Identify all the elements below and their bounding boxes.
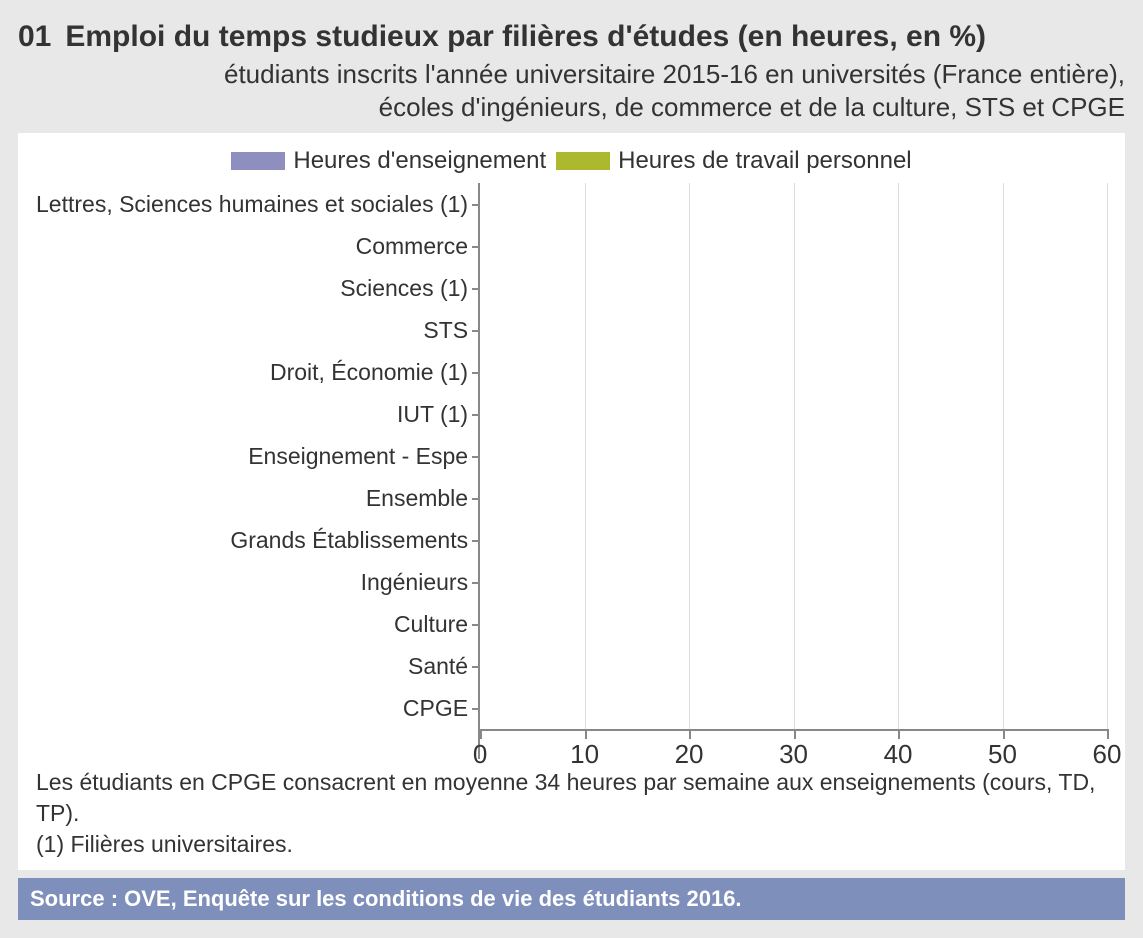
page: 01 Emploi du temps studieux par filières…: [0, 0, 1143, 920]
bar-row: [480, 483, 484, 513]
y-axis-label: Enseignement - Espe: [36, 435, 468, 477]
y-axis-label: Grands Établissements: [36, 519, 468, 561]
bar-segment-personal: [482, 231, 484, 261]
gridline: [794, 183, 795, 729]
gridline: [689, 183, 690, 729]
y-tick-mark: [472, 330, 480, 332]
y-axis-labels: Lettres, Sciences humaines et sociales (…: [36, 183, 468, 759]
y-tick-mark: [472, 498, 480, 500]
x-tick-mark: [689, 729, 691, 739]
legend-swatch: [231, 152, 285, 170]
bar-segment-personal: [482, 651, 484, 681]
gridline: [585, 183, 586, 729]
bar-segment-personal: [482, 609, 484, 639]
bar-row: [480, 231, 484, 261]
legend-label: Heures d'enseignement: [293, 147, 546, 175]
title-row: 01 Emploi du temps studieux par filières…: [18, 20, 1125, 54]
y-axis-label: Santé: [36, 645, 468, 687]
chart-card: Heures d'enseignement Heures de travail p…: [18, 133, 1125, 870]
bar-row: [480, 567, 484, 597]
y-tick-mark: [472, 204, 480, 206]
x-tick-label: 10: [570, 739, 599, 770]
bar-row: [480, 357, 484, 387]
bar-segment-personal: [482, 399, 484, 429]
x-tick-mark: [585, 729, 587, 739]
x-tick-mark: [480, 729, 482, 739]
y-axis-label: IUT (1): [36, 393, 468, 435]
bar-segment-personal: [482, 315, 484, 345]
y-axis-label: Commerce: [36, 225, 468, 267]
y-axis-label: Ensemble: [36, 477, 468, 519]
bar-row: [480, 189, 484, 219]
y-axis-label: CPGE: [36, 687, 468, 729]
y-axis-label: Lettres, Sciences humaines et sociales (…: [36, 183, 468, 225]
y-axis-label: Ingénieurs: [36, 561, 468, 603]
bar-row: [480, 693, 484, 723]
bar-segment-personal: [482, 273, 484, 303]
bar-row: [480, 315, 484, 345]
y-axis-label: STS: [36, 309, 468, 351]
legend: Heures d'enseignement Heures de travail p…: [36, 147, 1107, 175]
x-tick-label: 60: [1093, 739, 1122, 770]
source-bar: Source : OVE, Enquête sur les conditions…: [18, 878, 1125, 920]
plot-area: 0102030405060: [478, 183, 1107, 759]
bar-row: [480, 399, 484, 429]
legend-label: Heures de travail personnel: [618, 147, 912, 175]
bar-segment-personal: [482, 441, 484, 471]
bar-segment-personal: [482, 567, 484, 597]
x-tick-label: 20: [675, 739, 704, 770]
y-axis-label: Droit, Économie (1): [36, 351, 468, 393]
title-number: 01: [18, 20, 51, 54]
x-tick-mark: [1107, 729, 1109, 739]
y-tick-mark: [472, 456, 480, 458]
note-line2: (1) Filières universitaires.: [36, 829, 1107, 860]
bar-segment-personal: [482, 693, 484, 723]
x-tick-mark: [898, 729, 900, 739]
subtitle: étudiants inscrits l'année universitaire…: [18, 58, 1125, 123]
y-tick-mark: [472, 372, 480, 374]
bar-row: [480, 609, 484, 639]
gridline: [1107, 183, 1108, 729]
subtitle-line1: étudiants inscrits l'année universitaire…: [224, 59, 1125, 89]
x-tick-mark: [1003, 729, 1005, 739]
x-tick-label: 30: [779, 739, 808, 770]
y-tick-mark: [472, 666, 480, 668]
bar-row: [480, 273, 484, 303]
y-tick-mark: [472, 708, 480, 710]
x-tick-label: 50: [988, 739, 1017, 770]
y-tick-mark: [472, 246, 480, 248]
plot-wrap: Lettres, Sciences humaines et sociales (…: [36, 183, 1107, 759]
gridline: [1003, 183, 1004, 729]
gridline: [898, 183, 899, 729]
x-tick-label: 40: [884, 739, 913, 770]
x-tick-mark: [794, 729, 796, 739]
y-tick-mark: [472, 540, 480, 542]
y-tick-mark: [472, 414, 480, 416]
bar-segment-personal: [482, 525, 484, 555]
y-tick-mark: [472, 624, 480, 626]
bar-row: [480, 525, 484, 555]
subtitle-line2: écoles d'ingénieurs, de commerce et de l…: [379, 92, 1125, 122]
bar-segment-personal: [482, 357, 484, 387]
y-tick-mark: [472, 288, 480, 290]
bar-row: [480, 441, 484, 471]
legend-swatch: [556, 152, 610, 170]
y-axis-label: Culture: [36, 603, 468, 645]
notes: Les étudiants en CPGE consacrent en moye…: [36, 767, 1107, 860]
legend-item: Heures d'enseignement: [231, 147, 546, 175]
source-text: Source : OVE, Enquête sur les conditions…: [30, 886, 742, 911]
legend-item: Heures de travail personnel: [556, 147, 912, 175]
bar-row: [480, 651, 484, 681]
page-title: Emploi du temps studieux par filières d'…: [65, 20, 986, 54]
y-axis-label: Sciences (1): [36, 267, 468, 309]
bar-segment-personal: [482, 483, 484, 513]
bar-segment-personal: [482, 189, 484, 219]
note-line1: Les étudiants en CPGE consacrent en moye…: [36, 767, 1107, 829]
x-tick-label: 0: [473, 739, 487, 770]
y-tick-mark: [472, 582, 480, 584]
plot-inner: [480, 183, 1107, 731]
